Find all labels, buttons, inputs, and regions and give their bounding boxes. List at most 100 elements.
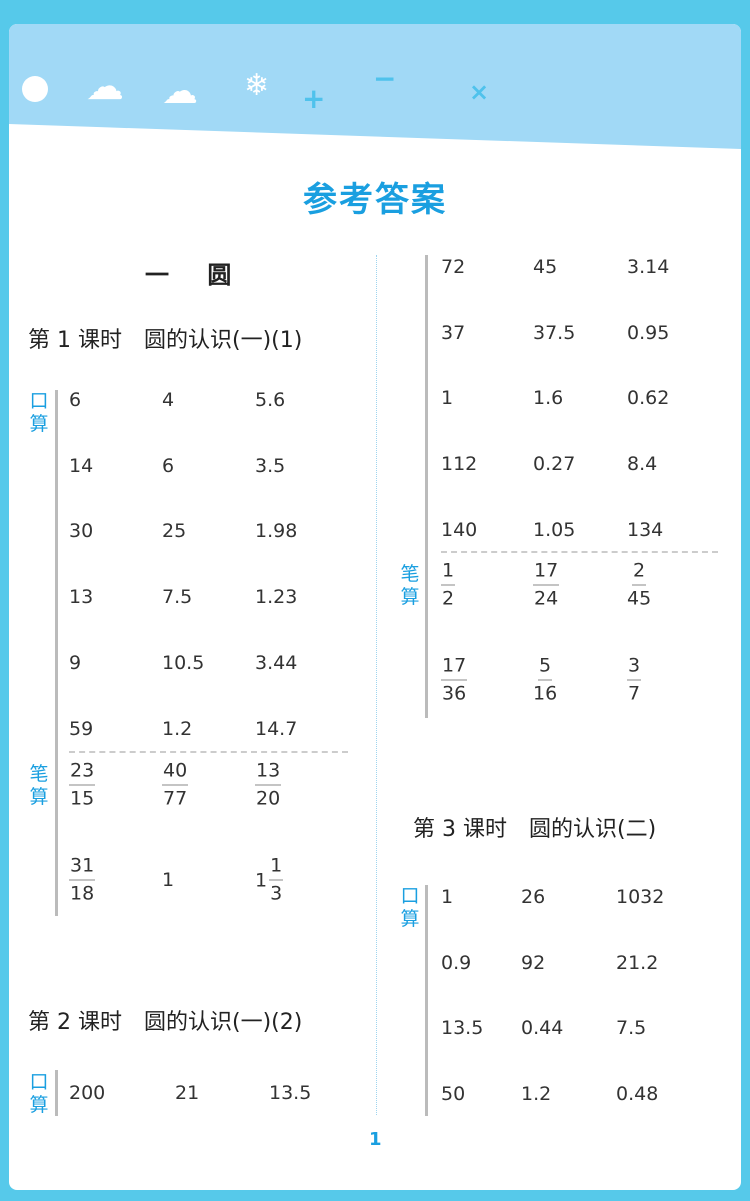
block-label: 口算 (400, 885, 420, 930)
page (9, 24, 741, 1190)
answer-cell: 59 (69, 718, 94, 740)
answer-cell: 17 36 (441, 653, 468, 708)
answer-cell: 1.23 (255, 586, 298, 608)
answer-cell: 134 (627, 519, 664, 541)
answer-cell: 1 (162, 869, 175, 891)
page-title: 参考答案 (303, 180, 447, 220)
fraction: 40 77 (162, 758, 189, 813)
answer-cell: 140 (441, 519, 478, 541)
section-title: 第 1 课时 圆的认识(一)(1) (28, 328, 303, 353)
answer-cell: 13 20 (255, 758, 282, 813)
numerator: 23 (69, 758, 96, 786)
column-divider (376, 255, 377, 1115)
denominator: 7 (628, 682, 641, 705)
plus-icon: + (302, 82, 326, 115)
answer-cell: 200 (69, 1082, 106, 1104)
rain-icon: ☁ (162, 71, 198, 112)
answer-cell: 7.5 (616, 1017, 647, 1039)
answer-cell: 10.5 (162, 652, 205, 674)
denominator: 24 (534, 587, 559, 610)
fraction: 17 36 (441, 653, 468, 708)
answer-cell: 37 (441, 322, 466, 344)
unit-title: 一 圆 (145, 261, 232, 289)
answer-cell: 0.62 (627, 387, 670, 409)
answer-cell: 0.95 (627, 322, 670, 344)
answer-cell: 26 (521, 886, 546, 908)
answer-cell: 9 (69, 652, 82, 674)
denominator: 16 (533, 682, 558, 705)
answer-cell: 1.6 (533, 387, 564, 409)
answer-cell: 7.5 (162, 586, 193, 608)
numerator: 31 (69, 853, 96, 881)
block-label: 笔算 (400, 563, 420, 608)
answer-cell: 72 (441, 256, 466, 278)
partly-cloudy-icon: ☁ (86, 64, 124, 108)
answer-cell: 0.27 (533, 453, 576, 475)
answer-cell: 50 (441, 1083, 466, 1105)
answer-cell: 8.4 (627, 453, 658, 475)
denominator: 45 (627, 587, 652, 610)
fraction: 2 45 (627, 558, 651, 613)
denominator: 36 (442, 682, 467, 705)
numerator: 1 (441, 558, 456, 586)
minus-icon: − (373, 62, 397, 95)
fraction: 5 16 (533, 653, 557, 708)
snowflake-icon: ❄ (244, 68, 270, 103)
denominator: 15 (70, 787, 95, 810)
answer-cell: 3.44 (255, 652, 298, 674)
answer-cell: 13.5 (441, 1017, 484, 1039)
answer-cell: 4 (162, 389, 175, 411)
fraction: 13 20 (255, 758, 282, 813)
answer-cell: 6 (69, 389, 82, 411)
answer-cell: 21 (175, 1082, 200, 1104)
answer-cell: 0.9 (441, 952, 472, 974)
separator (69, 751, 348, 753)
denominator: 18 (70, 882, 95, 905)
bracket-bar (425, 255, 428, 718)
answer-cell: 1 (441, 387, 454, 409)
answer-cell: 37.5 (533, 322, 576, 344)
answer-cell: 0.48 (616, 1083, 659, 1105)
bracket-bar (55, 1070, 58, 1116)
section-title: 第 3 课时 圆的认识(二) (413, 817, 657, 842)
denominator: 3 (270, 882, 283, 905)
block-label: 口算 (29, 1071, 49, 1116)
numerator: 1 (269, 853, 284, 881)
section-title: 第 2 课时 圆的认识(一)(2) (28, 1010, 303, 1035)
numerator: 5 (538, 653, 553, 681)
answer-cell: 13.5 (269, 1082, 312, 1104)
answer-cell: 30 (69, 520, 94, 542)
whole-part: 1 (255, 869, 268, 891)
block-label: 笔算 (29, 763, 49, 808)
denominator: 77 (163, 787, 188, 810)
answer-cell: 14 (69, 455, 94, 477)
answer-cell: 2 45 (627, 558, 651, 613)
numerator: 13 (255, 758, 282, 786)
sun-icon (22, 76, 48, 102)
answer-cell: 31 18 (69, 853, 96, 908)
answer-cell: 25 (162, 520, 187, 542)
answer-cell: 1032 (616, 886, 665, 908)
fraction: 23 15 (69, 758, 96, 813)
fraction: 17 24 (533, 558, 560, 613)
bracket-bar (55, 390, 58, 916)
answer-cell: 14.7 (255, 718, 298, 740)
fraction: 31 18 (69, 853, 96, 908)
answer-cell: 13 (69, 586, 94, 608)
answer-cell: 21.2 (616, 952, 659, 974)
answer-cell: 1.2 (521, 1083, 552, 1105)
answer-cell: 5 16 (533, 653, 557, 708)
answer-cell: 1.2 (162, 718, 193, 740)
numerator: 17 (533, 558, 560, 586)
answer-cell: 5.6 (255, 389, 286, 411)
answer-cell: 6 (162, 455, 175, 477)
bracket-bar (425, 885, 428, 1116)
answer-cell: 17 24 (533, 558, 560, 613)
answer-cell: 1.05 (533, 519, 576, 541)
page-number: 1 (369, 1129, 382, 1150)
numerator: 40 (162, 758, 189, 786)
